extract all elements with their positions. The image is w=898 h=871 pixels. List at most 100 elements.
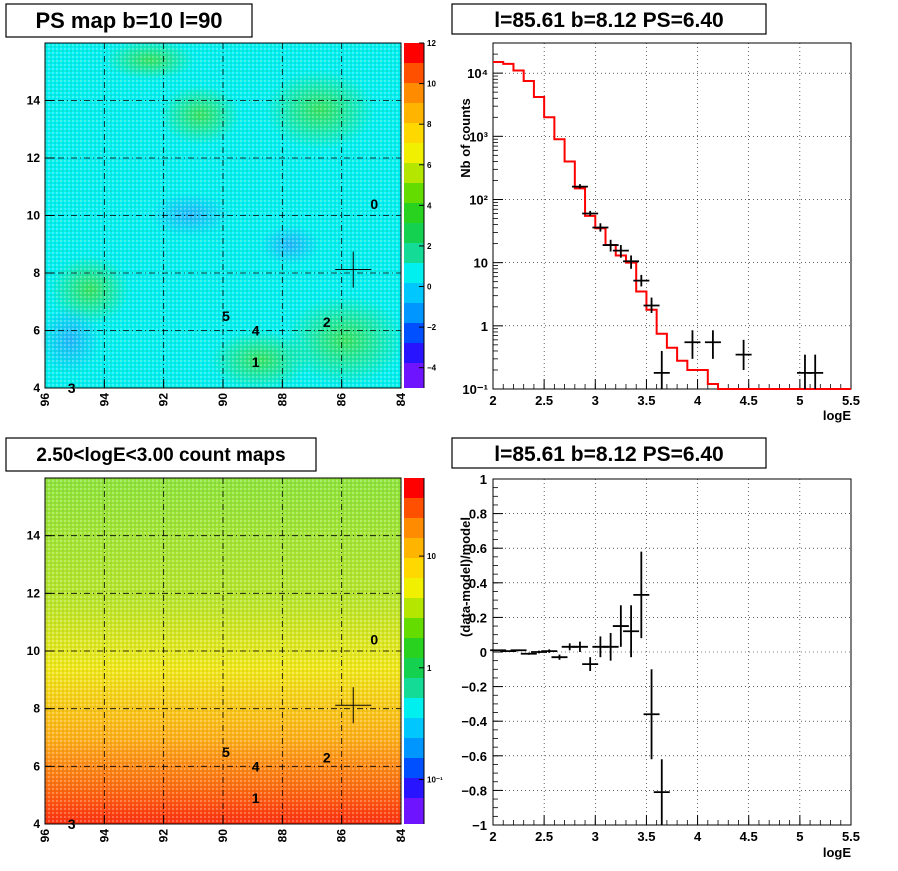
map-xtick-label: 90 [216,829,230,843]
map-ytick-label: 4 [33,817,40,831]
map-ytick-label: 8 [33,702,40,716]
map-ytick-label: 8 [33,266,40,280]
colorbar-tick-label: 10 [427,552,436,561]
count-map-panel: 2.50<logE<3.00 count maps 96 94 92 90 88 86 84… [5,437,443,843]
model-step-line [493,61,851,390]
residual-panel: l=85.61 b=8.12 PS=6.40 2 2.5 3 3.5 4 4.5 5 5.5 1… [451,437,860,860]
residual-ytick-label: −1 [472,818,487,833]
colorbar-tick-label: 0 [427,283,432,292]
spectrum-ytick-label: 10 [474,256,488,271]
count-map-title-box [5,437,317,472]
residual-ytick-label: −0.2 [461,680,487,695]
map-ytick-label: 12 [27,586,41,600]
source-label: 0 [370,196,378,212]
spectrum-title-box [451,3,767,35]
residual-xlabel: logE [823,845,851,860]
source-label: 4 [252,758,260,774]
ps-map-panel: PS map b=10 l=90 96 94 92 90 88 86 84468101214… [5,3,437,407]
colorbar-tick-label: 8 [427,120,432,129]
colorbar-tick-label: 10⁻¹ [427,776,443,785]
source-label: 0 [370,631,378,647]
colorbar-tick-label: −2 [427,323,437,332]
map-xtick-label: 86 [335,393,349,407]
map-xtick-label: 94 [97,829,111,843]
residual-ytick-label: 0.4 [469,576,488,591]
residual-ytick-label: −0.6 [461,749,487,764]
residual-axes: 2 2.5 3 3.5 4 4.5 5 5.5 1 0.8 0.6 0.4 0.2 0 −0.2 −0.4 −0… [461,472,860,844]
source-label: 5 [222,308,230,324]
map-xtick-label: 88 [275,393,289,407]
spectrum-xlabel: logE [823,408,851,423]
colorbar-tick-label: 2 [427,242,432,251]
residual-xtick-label: 3 [592,829,599,844]
spectrum-xtick-label: 2 [489,393,496,408]
count-map-colorbar [404,478,424,824]
residual-ylabel: (data-model)/model [458,517,473,637]
colorbar-tick-label: 1 [427,664,432,673]
residual-ytick-label: 0.2 [469,610,487,625]
residual-ytick-label: −0.8 [461,783,487,798]
source-label: 1 [252,354,260,370]
spectrum-xtick-label: 3.5 [637,393,655,408]
ps-map-title-box [5,3,253,38]
spectrum-xtick-label: 5 [796,393,803,408]
map-ytick-label: 6 [33,759,40,773]
spectrum-xtick-label: 2.5 [535,393,553,408]
map-xtick-label: 96 [38,393,52,407]
source-label: 5 [222,744,230,760]
residual-xtick-label: 5.5 [842,829,860,844]
map-xtick-label: 84 [394,393,408,407]
residual-xtick-label: 5 [796,829,803,844]
count-map-colorbar-ticks: 10 1 10⁻¹ [419,478,443,824]
map-ytick-label: 10 [27,644,41,658]
ps-map-grid [45,43,401,388]
colorbar-tick-label: 10 [427,80,436,89]
map-xtick-label: 86 [335,829,349,843]
ps-map-title: PS map b=10 l=90 [35,8,222,33]
map-xtick-label: 88 [275,829,289,843]
spectrum-title: l=85.61 b=8.12 PS=6.40 [494,9,723,32]
residual-ytick-label: 0.8 [469,507,487,522]
count-map-marker [335,687,372,724]
source-label: 4 [252,323,260,339]
map-ytick-label: 14 [27,529,41,543]
residual-xtick-label: 4.5 [740,829,758,844]
ps-map-marker [335,251,372,288]
residual-ytick-label: 1 [480,472,487,487]
ps-map-colorbar-ticks: 12 10 8 6 4 2 0 −2 −4 [419,39,437,388]
map-ytick-label: 12 [27,151,41,165]
map-ytick-label: 10 [27,209,41,223]
ps-map-image [40,40,405,390]
spectrum-ytick-label: 10² [469,192,488,207]
residual-xtick-label: 2 [489,829,496,844]
colorbar-tick-label: −4 [427,364,437,373]
map-xtick-label: 92 [157,829,171,843]
residual-title-box [451,437,767,469]
residual-ytick-label: −0.4 [461,714,487,729]
spectrum-xtick-label: 5.5 [842,393,860,408]
map-ytick-label: 6 [33,324,40,338]
colorbar-tick-label: 6 [427,161,432,170]
spectrum-frame [492,42,852,390]
count-map-grid [45,478,401,824]
spectrum-xtick-label: 4.5 [740,393,758,408]
residual-title: l=85.61 b=8.12 PS=6.40 [494,443,723,466]
spectrum-panel: l=85.61 b=8.12 PS=6.40 2 2.5 3 3.5 4 4.5 5 5.5 1… [451,3,860,423]
map-ytick-label: 4 [33,381,40,395]
map-ytick-label: 14 [27,94,41,108]
count-map-source-labels: 0 1 2 3 4 5 [68,631,379,832]
ps-map-source-labels: 0 1 2 3 4 5 [68,196,379,396]
source-label: 2 [323,314,331,330]
residual-ytick-label: 0 [480,645,487,660]
source-label: 3 [68,816,76,832]
spectrum-ytick-label: 1 [481,319,488,334]
colorbar-tick-label: 4 [427,201,432,210]
spectrum-ylabel: Nb of counts [458,98,473,177]
count-map-title: 2.50<logE<3.00 count maps [36,445,285,466]
spectrum-ytick-label: 10⁴ [467,66,488,81]
colorbar-tick-label: 12 [427,39,436,48]
map-xtick-label: 96 [38,829,52,843]
spectrum-data-points [571,184,824,389]
